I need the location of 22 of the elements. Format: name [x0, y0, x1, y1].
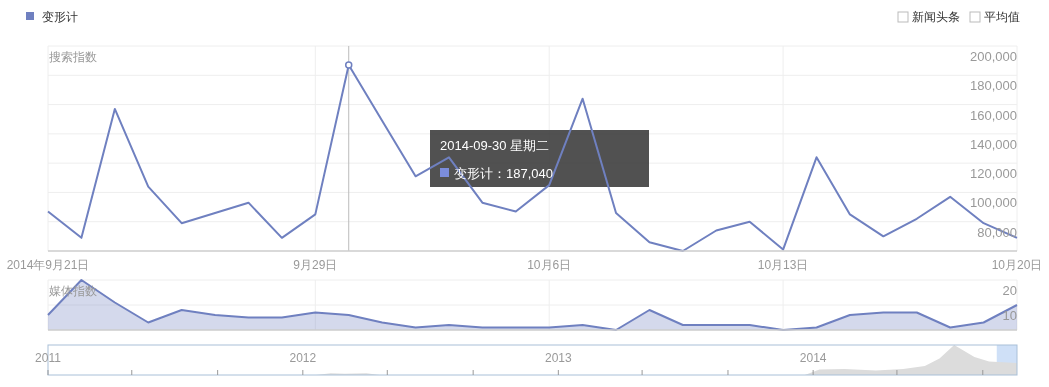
x-tick-label: 2014: [799, 351, 827, 365]
x-tick-label: 10月13日: [757, 258, 809, 272]
y-tick-label: 10: [1002, 308, 1017, 323]
x-tick-label: 10月20日: [991, 258, 1043, 272]
annotation: 2014-09-30 星期二: [440, 138, 550, 153]
x-tick-label: 2011: [35, 351, 62, 365]
y-tick-label: 140,000: [970, 136, 1017, 152]
x-tick-label: 9月29日: [293, 258, 338, 272]
y-tick-label: 180,000: [970, 78, 1017, 94]
y-tick-label: 160,000: [970, 107, 1017, 123]
x-tick-label: 2013: [544, 351, 572, 365]
y-tick-label: 200,000: [970, 49, 1017, 64]
y-axis-title: 搜索指数: [49, 50, 97, 64]
x-tick-label: 2012: [289, 351, 317, 365]
text: 平均值: [984, 10, 1020, 24]
legend-label: 变形计: [42, 10, 78, 24]
x-tick-label: 2014年9月21日: [6, 258, 90, 272]
x-tick-label: 10月6日: [527, 258, 572, 272]
y-tick-label: 20: [1002, 283, 1017, 298]
y-tick-label: 100,000: [970, 195, 1017, 211]
y-tick-label: 120,000: [970, 166, 1017, 182]
text: 新闻头条: [912, 10, 960, 24]
